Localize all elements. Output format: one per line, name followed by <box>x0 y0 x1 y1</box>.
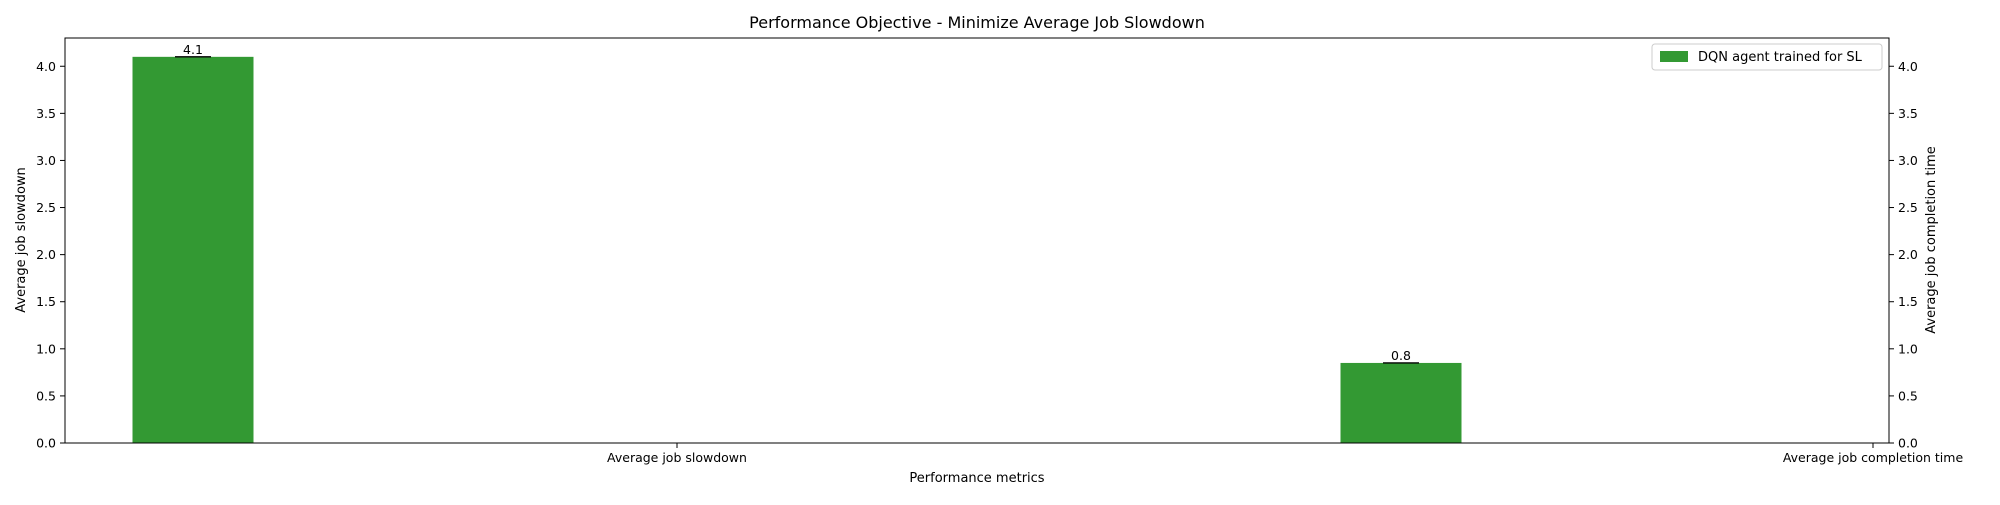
y-axis-label-right: Average job completion time <box>1924 146 1939 334</box>
x-tick-label: Average job completion time <box>1783 450 1964 465</box>
x-axis-ticks: Average job slowdown Average job completi… <box>607 443 1963 465</box>
left-y-tick-label: 0.5 <box>36 388 56 403</box>
x-axis-label: Performance metrics <box>909 471 1044 486</box>
legend-swatch <box>1660 51 1688 62</box>
left-y-tick-label: 4.0 <box>36 59 56 74</box>
legend-label: DQN agent trained for SL <box>1698 50 1863 65</box>
left-y-tick-label: 2.0 <box>36 247 56 262</box>
left-y-tick-label: 0.0 <box>36 436 56 451</box>
right-y-tick-label: 1.0 <box>1898 341 1918 356</box>
data-label-1: 4.1 <box>183 42 203 57</box>
error-bars-group <box>175 56 1419 364</box>
legend: DQN agent trained for SL <box>1651 43 1883 71</box>
legend-box <box>1651 43 1883 71</box>
bar-2 <box>1340 362 1462 443</box>
right-y-tick-label: 3.0 <box>1898 153 1918 168</box>
data-labels-group: 4.1 0.8 <box>183 42 1411 363</box>
left-y-tick-label: 3.5 <box>36 106 56 121</box>
right-y-tick-label: 0.0 <box>1898 436 1918 451</box>
plot-area-frame <box>64 37 1890 444</box>
data-label-2: 0.8 <box>1391 348 1411 363</box>
left-y-tick-label: 1.5 <box>36 294 56 309</box>
y-axis-label-left: Average job slowdown <box>14 167 29 313</box>
right-y-tick-label: 1.5 <box>1898 294 1918 309</box>
left-y-tick-label: 1.0 <box>36 341 56 356</box>
right-y-tick-label: 4.0 <box>1898 59 1918 74</box>
right-y-tick-label: 2.5 <box>1898 200 1918 215</box>
bars-group <box>132 56 1462 443</box>
chart-title: Performance Objective - Minimize Average… <box>749 13 1205 32</box>
left-y-tick-label: 2.5 <box>36 200 56 215</box>
right-y-tick-label: 3.5 <box>1898 106 1918 121</box>
right-y-axis-ticks: 0.0 0.5 1.0 1.5 2.0 2.5 3.0 3.5 4.0 <box>1889 59 1918 451</box>
right-y-tick-label: 2.0 <box>1898 247 1918 262</box>
bar-1 <box>132 56 254 443</box>
left-y-tick-label: 3.0 <box>36 153 56 168</box>
right-y-tick-label: 0.5 <box>1898 388 1918 403</box>
x-tick-label: Average job slowdown <box>607 450 747 465</box>
left-y-axis-ticks: 0.0 0.5 1.0 1.5 2.0 2.5 3.0 3.5 4.0 <box>36 59 65 451</box>
